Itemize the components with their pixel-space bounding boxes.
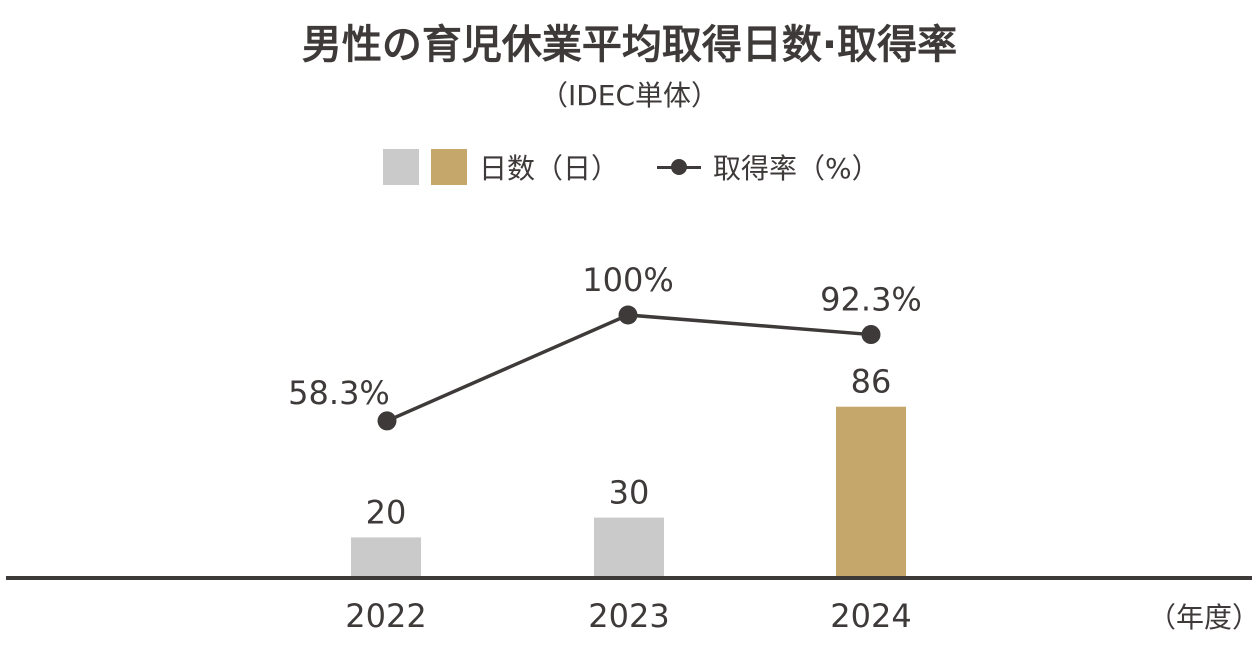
legend-label-rate: 取得率（%） (713, 152, 880, 185)
bar-2023 (594, 517, 664, 577)
rate-point-2023 (618, 305, 638, 325)
rate-label-2023: 100% (582, 261, 673, 299)
legend-line-marker-icon (657, 155, 702, 179)
rate-label-2022: 58.3% (288, 374, 390, 412)
bar-label-2024: 86 (851, 363, 892, 401)
legend-swatch-days-gold (431, 149, 467, 185)
bar-2024 (836, 406, 906, 577)
x-tick-2024: 2024 (830, 597, 911, 635)
legend-swatch-days-gray (383, 149, 419, 185)
bar-label-2023: 30 (609, 474, 650, 512)
legend: 日数（日） 取得率（%） (383, 148, 880, 186)
rate-label-2024: 92.3% (820, 281, 922, 319)
bar-2022 (351, 537, 421, 577)
bar-label-2022: 20 (366, 493, 407, 531)
x-tick-2022: 2022 (345, 597, 426, 635)
rate-point-2024 (861, 325, 881, 345)
x-tick-2023: 2023 (588, 597, 669, 635)
rate-point-2022 (377, 411, 397, 431)
legend-label-days: 日数（日） (479, 152, 620, 185)
chart-subtitle: （IDEC単体） (539, 79, 720, 112)
x-axis-line (6, 576, 1252, 580)
chart-title: 男性の育児休業平均取得日数·取得率 (301, 22, 958, 68)
x-axis-unit-label: （年度） (1148, 601, 1259, 634)
rate-line (386, 313, 872, 423)
